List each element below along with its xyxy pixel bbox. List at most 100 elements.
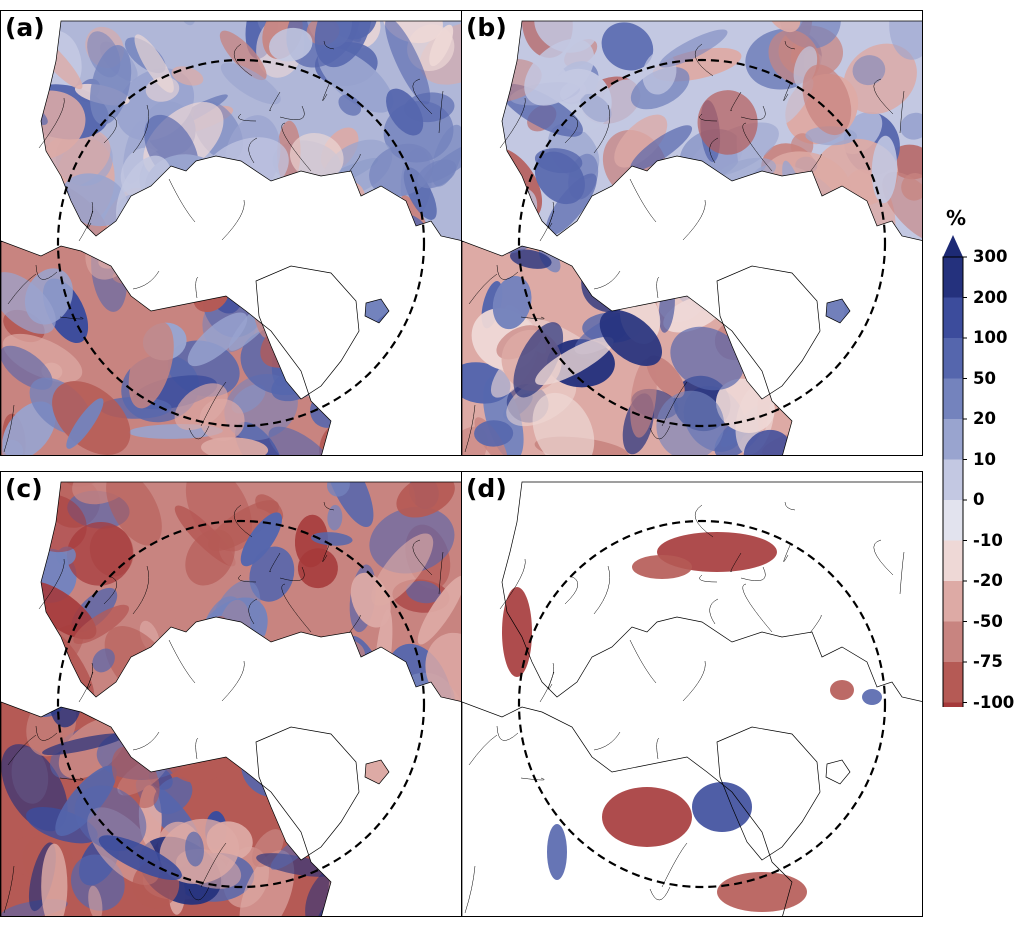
shading-blob <box>338 94 362 116</box>
shading-blob <box>721 191 759 230</box>
shading-blob <box>670 326 745 391</box>
country-border <box>168 639 196 684</box>
country-border <box>694 43 714 77</box>
shading-blob <box>145 187 171 220</box>
country-border <box>873 539 894 576</box>
shading-blob <box>1 620 52 670</box>
shading-blob <box>857 431 901 456</box>
shading-blob <box>524 38 595 106</box>
shading-blob <box>665 163 720 217</box>
shading-blob <box>697 90 758 155</box>
country-border <box>520 777 545 781</box>
panel-label-c: (c) <box>5 474 43 503</box>
country-border <box>59 316 84 320</box>
shading-blob <box>372 325 435 363</box>
boundary-circle <box>517 519 887 889</box>
country-border <box>520 316 545 320</box>
shading-blob <box>836 392 923 456</box>
colorbar-segment <box>943 257 963 298</box>
shading-blob <box>240 512 283 567</box>
shading-blob <box>710 185 746 221</box>
shading-blob <box>462 201 502 247</box>
shading-blob <box>900 304 923 339</box>
shading-blob <box>310 532 353 546</box>
country-border <box>709 137 719 164</box>
country-border <box>323 501 335 511</box>
shading-blob <box>415 234 462 324</box>
shading-blob <box>346 417 372 441</box>
boundary-circle <box>517 58 887 428</box>
country-border <box>783 542 792 562</box>
panel-label-b: (b) <box>466 13 507 42</box>
shading-blob <box>535 336 614 386</box>
shading-blob <box>1 272 56 334</box>
shading-blob <box>367 795 462 877</box>
country-border <box>412 78 433 115</box>
shading-blob <box>151 210 170 241</box>
country-border <box>564 114 578 144</box>
shading-blob <box>220 702 251 705</box>
colorbar-segment <box>943 702 963 707</box>
map-c-canvas <box>1 481 462 917</box>
coastlines <box>1 481 461 916</box>
shading-blob <box>239 850 295 916</box>
shading-blob <box>127 666 206 717</box>
shading-blob <box>719 180 759 219</box>
shading-blob <box>294 514 329 568</box>
shading-blob <box>351 779 431 858</box>
shading-blob <box>337 353 406 442</box>
shading-blob <box>645 198 745 287</box>
shading-blob <box>410 876 459 917</box>
shading-blob <box>1 599 41 665</box>
country-border <box>322 81 331 101</box>
country-border <box>281 122 312 172</box>
shading-blob <box>361 266 398 302</box>
shading-blob <box>324 855 389 911</box>
shading-blob <box>219 30 267 81</box>
shading-blob <box>402 255 456 310</box>
shading-blob <box>128 205 171 241</box>
shading-blob <box>396 338 462 427</box>
shading-blob <box>407 354 462 417</box>
shading-blob <box>192 658 227 725</box>
shading-blob <box>374 818 448 889</box>
shading-blob <box>73 604 130 645</box>
shading-blob <box>406 229 462 308</box>
shading-blob <box>265 245 303 268</box>
country-border <box>661 381 688 427</box>
shading-blob <box>269 27 313 62</box>
country-border <box>593 104 610 154</box>
shading-blob <box>755 241 783 242</box>
shading-blob <box>426 834 462 903</box>
shading-blob <box>341 363 442 436</box>
map-panel-d: (d) <box>461 471 923 917</box>
shading-blob <box>225 654 244 702</box>
shading-blob <box>817 266 820 298</box>
shading-blob <box>802 64 852 136</box>
shading-blob <box>433 326 462 357</box>
shading-blob <box>392 392 418 419</box>
coastline <box>255 265 360 400</box>
colorbar: % 300 200 100 50 20 10 0 -10 -20 -50 -75 -100 <box>941 206 1021 712</box>
shading-blob <box>856 354 913 414</box>
shading-blob <box>1 37 16 84</box>
shading-blob <box>398 332 462 400</box>
shading-blob <box>166 188 224 259</box>
shading-blob <box>74 785 147 852</box>
country-border <box>412 539 433 576</box>
shading-blob <box>374 251 395 291</box>
shading-blob <box>278 702 331 703</box>
shading-blob <box>385 384 431 438</box>
shading-blob <box>1 146 43 194</box>
shading-blob <box>1 151 31 185</box>
shading-blob <box>437 260 462 326</box>
country-border <box>464 865 476 914</box>
shading-blob <box>868 332 919 381</box>
shading-blob <box>534 21 599 53</box>
shading-blob <box>745 185 768 244</box>
coastline <box>40 481 461 702</box>
shading-blob <box>355 192 391 241</box>
shading-blob <box>301 654 347 702</box>
shading-blob <box>1 94 36 150</box>
shading-blob <box>1 186 65 227</box>
